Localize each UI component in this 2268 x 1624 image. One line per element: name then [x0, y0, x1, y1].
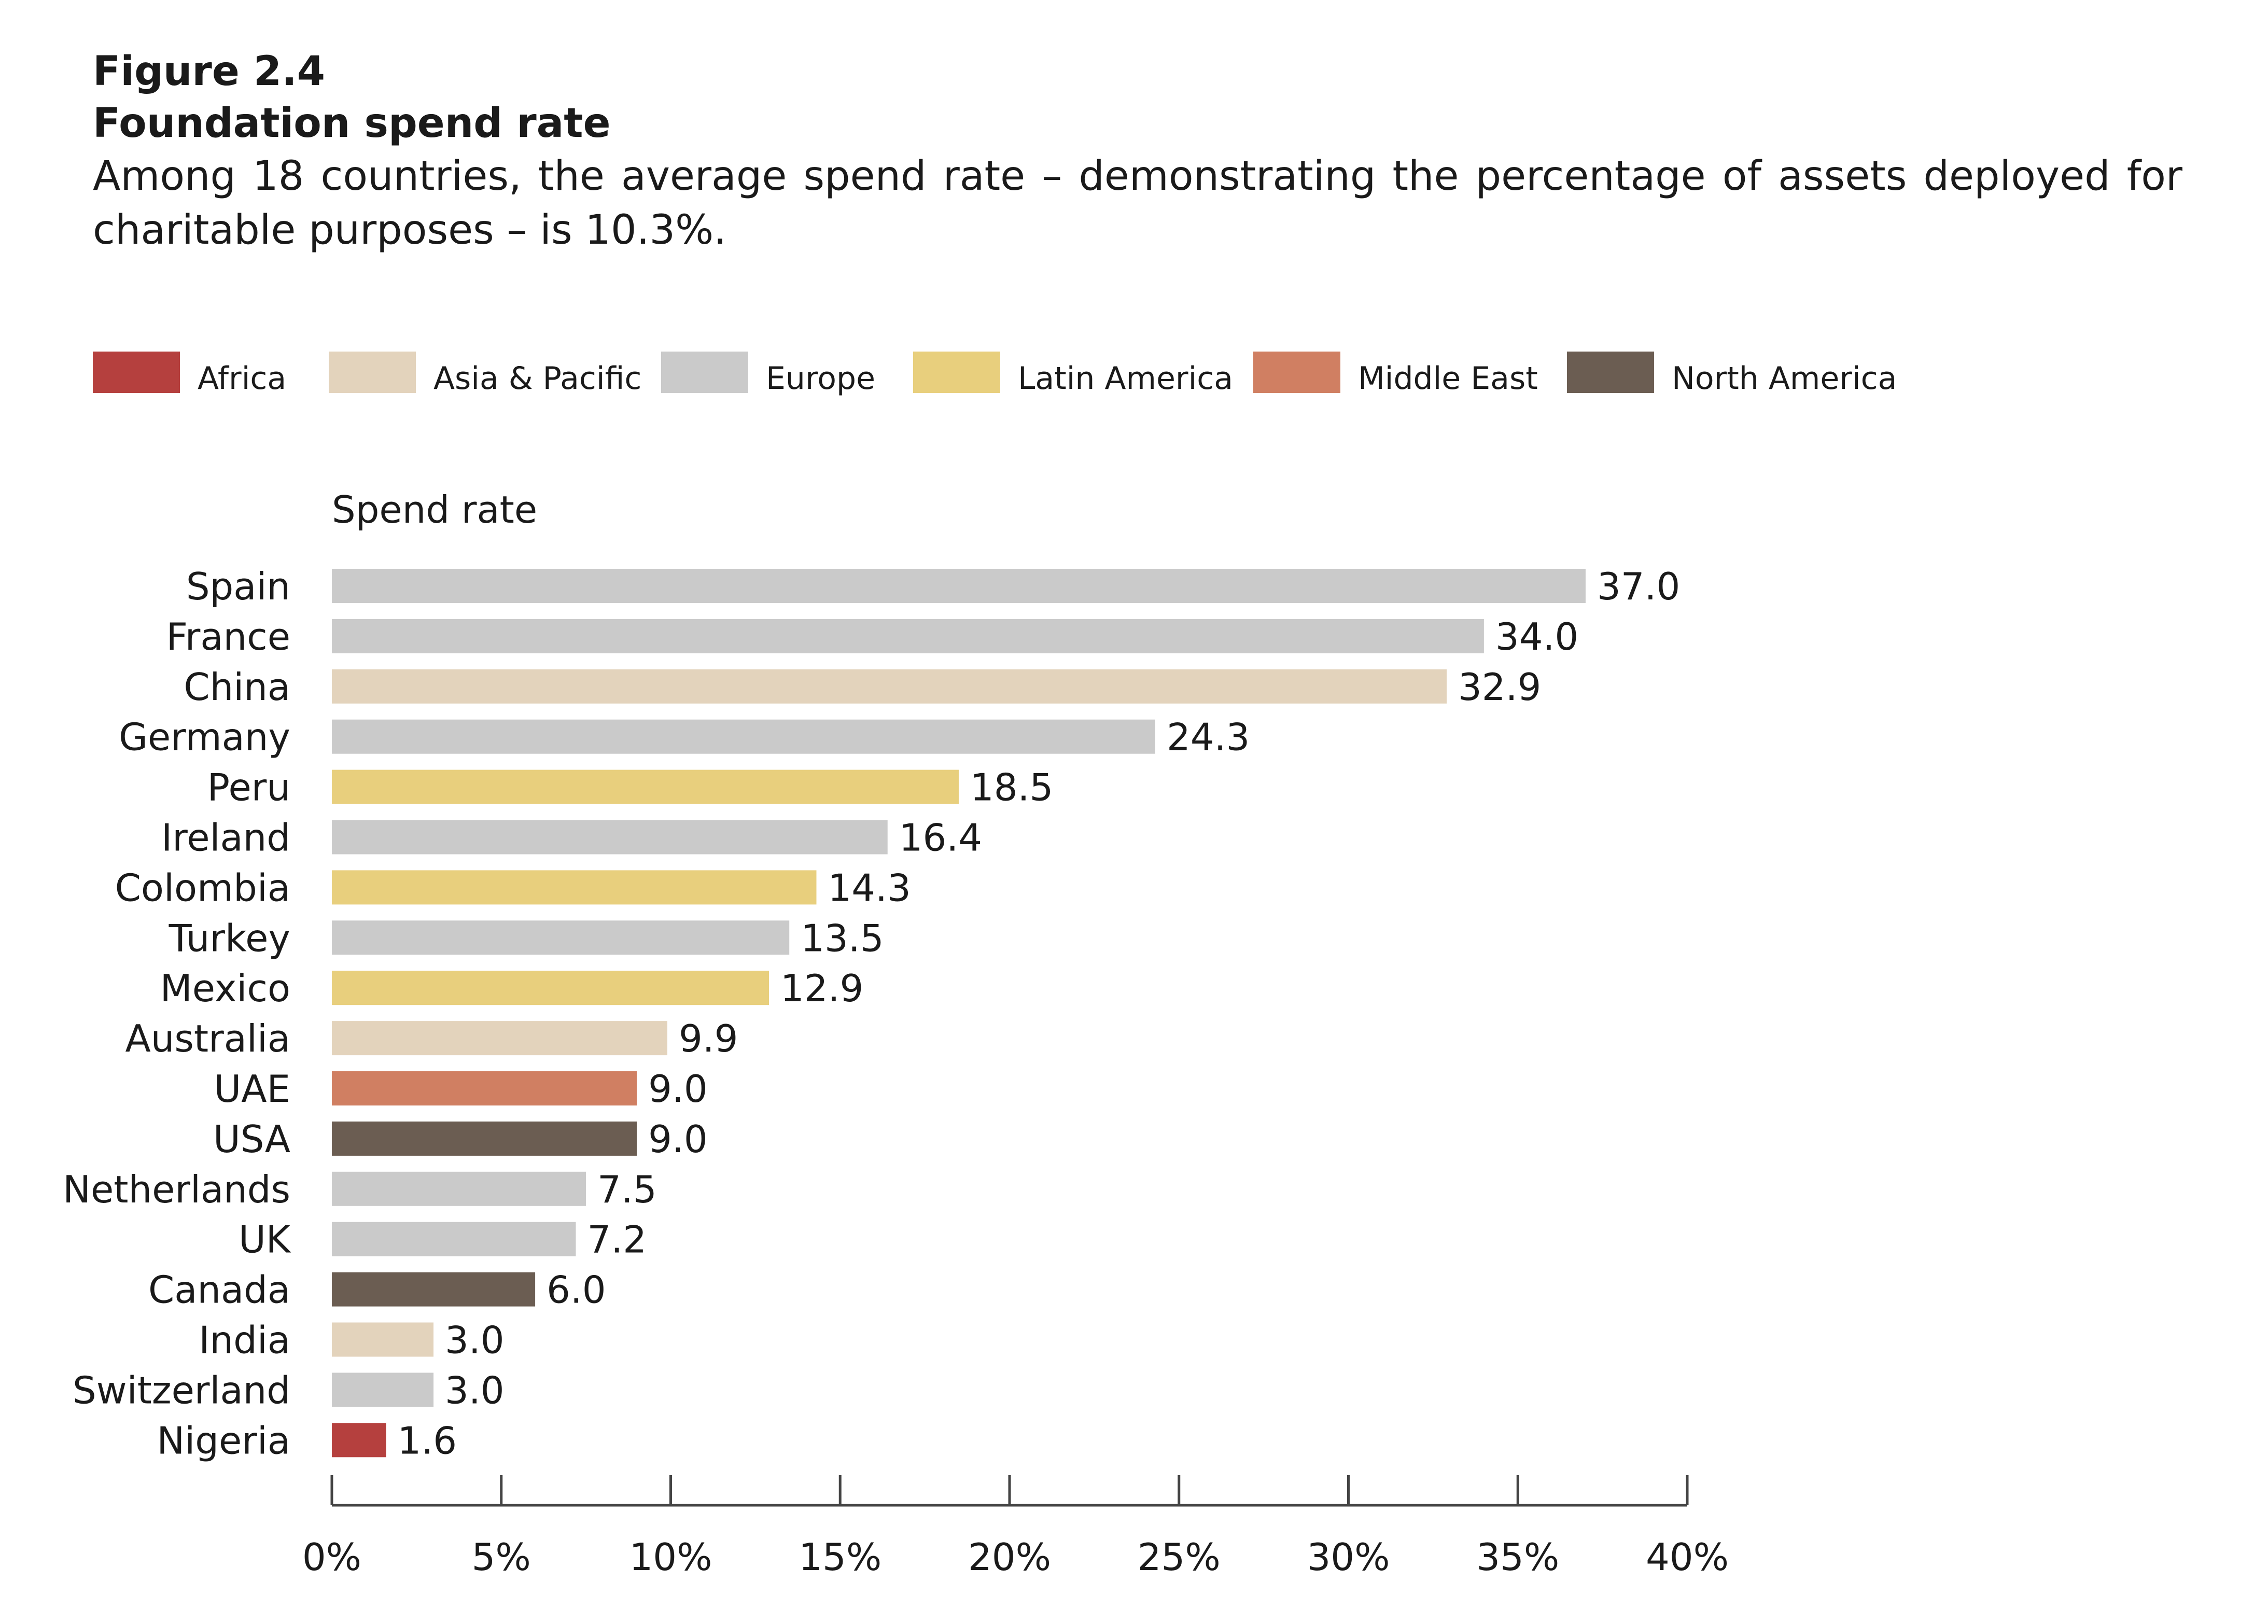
- bar-canada: [332, 1272, 536, 1307]
- x-tick-label: 0%: [302, 1535, 361, 1579]
- bar-india: [332, 1322, 434, 1357]
- legend-swatch-north-america: [1567, 352, 1654, 393]
- bar-ireland: [332, 820, 888, 855]
- figure-number: Figure 2.4: [93, 48, 326, 95]
- bar-nigeria: [332, 1423, 386, 1458]
- bar-mexico: [332, 971, 769, 1005]
- category-label-uk: UK: [239, 1218, 291, 1262]
- category-label-china: China: [184, 665, 290, 709]
- category-label-mexico: Mexico: [160, 967, 290, 1010]
- value-label-netherlands: 7.5: [597, 1168, 657, 1211]
- figure-header: Figure 2.4 Foundation spend rate Among 1…: [93, 46, 2182, 257]
- value-label-china: 32.9: [1458, 665, 1541, 709]
- bar-germany: [332, 719, 1156, 754]
- category-label-germany: Germany: [119, 716, 290, 759]
- figure-description: Among 18 countries, the average spend ra…: [93, 153, 2182, 254]
- bar-uk: [332, 1222, 576, 1256]
- value-label-ireland: 16.4: [899, 816, 982, 860]
- category-label-australia: Australia: [125, 1017, 290, 1060]
- category-label-spain: Spain: [186, 565, 290, 608]
- x-tick-label: 5%: [472, 1535, 531, 1579]
- category-label-ireland: Ireland: [161, 816, 290, 860]
- legend-label-europe: Europe: [766, 360, 875, 397]
- value-label-uae: 9.0: [648, 1067, 708, 1111]
- value-label-switzerland: 3.0: [445, 1368, 505, 1412]
- legend-label-latin-america: Latin America: [1018, 360, 1233, 397]
- bar-netherlands: [332, 1171, 586, 1206]
- x-tick-label: 20%: [968, 1535, 1051, 1579]
- category-label-peru: Peru: [207, 766, 290, 809]
- x-axis: 0% 5% 10% 15% 20% 25% 30% 35% 40%: [302, 1475, 1729, 1579]
- value-label-turkey: 13.5: [801, 916, 884, 960]
- category-label-turkey: Turkey: [169, 916, 290, 960]
- x-tick-label: 40%: [1646, 1535, 1729, 1579]
- value-label-france: 34.0: [1495, 615, 1578, 659]
- bar-usa: [332, 1121, 637, 1156]
- value-label-australia: 9.9: [679, 1017, 738, 1060]
- value-label-germany: 24.3: [1167, 716, 1250, 759]
- axis-title: Spend rate: [332, 488, 537, 531]
- bar-peru: [332, 769, 959, 804]
- value-label-india: 3.0: [445, 1319, 505, 1362]
- value-label-mexico: 12.9: [780, 967, 863, 1010]
- legend-swatch-middle-east: [1253, 352, 1340, 393]
- x-tick-label: 30%: [1307, 1535, 1390, 1579]
- bar-australia: [332, 1021, 667, 1056]
- value-label-canada: 6.0: [547, 1268, 606, 1312]
- bar-switzerland: [332, 1373, 434, 1407]
- value-label-usa: 9.0: [648, 1117, 708, 1161]
- category-label-switzerland: Switzerland: [73, 1368, 290, 1412]
- bar-china: [332, 669, 1447, 704]
- legend-swatch-latin-america: [913, 352, 1000, 393]
- category-label-usa: USA: [213, 1117, 290, 1161]
- bars-layer: Spain 37.0 France 34.0 China 32.9 Germany 24.3 P…: [63, 565, 1680, 1462]
- category-label-canada: Canada: [148, 1268, 290, 1312]
- legend-label-north-america: North America: [1672, 360, 1897, 397]
- legend-label-asia-pacific: Asia & Pacific: [433, 360, 642, 397]
- legend-label-middle-east: Middle East: [1358, 360, 1538, 397]
- value-label-spain: 37.0: [1597, 565, 1680, 608]
- category-label-uae: UAE: [214, 1067, 290, 1111]
- x-tick-label: 10%: [629, 1535, 712, 1579]
- x-tick-label: 25%: [1138, 1535, 1221, 1579]
- figure-title: Foundation spend rate: [93, 100, 611, 147]
- x-tick-label: 35%: [1476, 1535, 1559, 1579]
- legend-swatch-asia-pacific: [329, 352, 416, 393]
- bar-spain: [332, 569, 1586, 603]
- value-label-colombia: 14.3: [828, 866, 911, 909]
- bar-uae: [332, 1071, 637, 1105]
- category-label-nigeria: Nigeria: [157, 1419, 290, 1462]
- legend-swatch-africa: [93, 352, 180, 393]
- legend-swatch-europe: [661, 352, 748, 393]
- value-label-nigeria: 1.6: [398, 1419, 457, 1462]
- value-label-peru: 18.5: [970, 766, 1053, 809]
- value-label-uk: 7.2: [587, 1218, 647, 1262]
- x-tick-label: 15%: [799, 1535, 881, 1579]
- bar-france: [332, 619, 1484, 653]
- category-label-colombia: Colombia: [115, 866, 290, 909]
- bar-colombia: [332, 870, 817, 905]
- bar-turkey: [332, 920, 790, 955]
- category-label-netherlands: Netherlands: [63, 1168, 290, 1211]
- category-label-france: France: [166, 615, 290, 659]
- category-label-india: India: [199, 1319, 290, 1362]
- legend-label-africa: Africa: [198, 360, 287, 397]
